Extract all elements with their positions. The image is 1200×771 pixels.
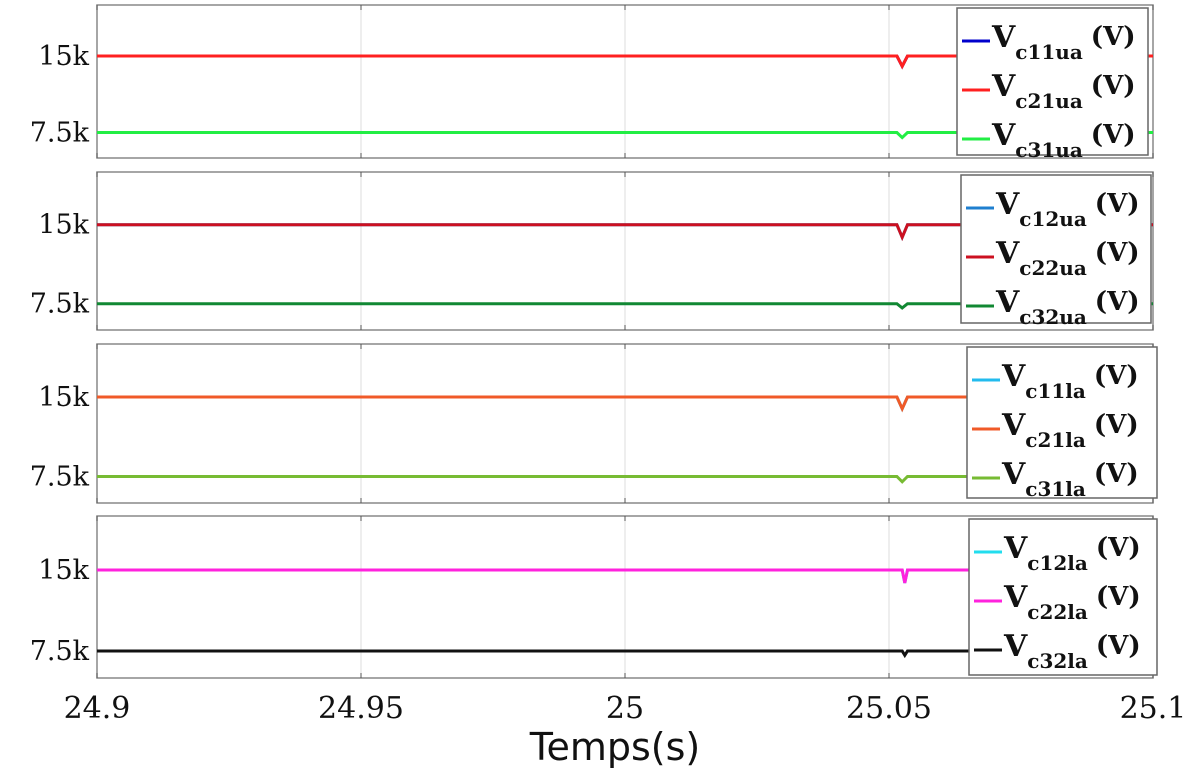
panel-4: 15k 7.5k Vc12la (V) Vc22la (V) Vc32la (V) <box>30 515 1158 679</box>
panel-1: 15k 7.5k Vc11ua (V) Vc21ua (V) Vc31ua (V) <box>30 4 1154 162</box>
y-tick-label: 7.5k <box>30 118 90 149</box>
legend-label: Vc11la (V) <box>1001 359 1139 403</box>
legend-label: Vc11ua (V) <box>991 20 1136 64</box>
legend-label: Vc12ua (V) <box>995 187 1140 231</box>
legend-label: Vc22la (V) <box>1003 580 1141 624</box>
x-tick-label: 24.9 <box>64 691 131 726</box>
legend-label: Vc31la (V) <box>1001 457 1139 501</box>
y-tick-label: 15k <box>38 382 89 413</box>
legend: Vc11ua (V) Vc21ua (V) Vc31ua (V) <box>956 7 1149 162</box>
y-tick-label: 7.5k <box>30 462 90 493</box>
legend-label: Vc32ua (V) <box>995 285 1140 329</box>
y-tick-label: 15k <box>38 41 89 72</box>
legend: Vc11la (V) Vc21la (V) Vc31la (V) <box>966 346 1158 501</box>
legend-label: Vc12la (V) <box>1003 531 1141 575</box>
x-axis-label: Temps(s) <box>529 725 701 769</box>
legend-label: Vc21ua (V) <box>991 69 1136 113</box>
legend-label: Vc22ua (V) <box>995 236 1140 280</box>
x-tick-label: 24.95 <box>318 691 404 726</box>
legend: Vc12la (V) Vc22la (V) Vc32la (V) <box>968 518 1158 676</box>
y-tick-label: 15k <box>38 555 89 586</box>
panel-3: 15k 7.5k Vc11la (V) Vc21la (V) Vc31la (V) <box>30 343 1158 504</box>
y-tick-label: 7.5k <box>30 289 90 320</box>
legend-box <box>956 7 1149 156</box>
legend-label: Vc21la (V) <box>1001 408 1139 452</box>
legend-label: Vc32la (V) <box>1003 629 1141 673</box>
y-tick-label: 15k <box>38 210 89 241</box>
y-tick-label: 7.5k <box>30 636 90 667</box>
legend-box <box>966 346 1158 499</box>
x-tick-label: 25.05 <box>846 691 932 726</box>
x-tick-label: 25 <box>606 691 644 726</box>
legend-box <box>960 174 1152 324</box>
x-tick-label: 25.1 <box>1120 691 1187 726</box>
legend: Vc12ua (V) Vc22ua (V) Vc32ua (V) <box>960 174 1152 329</box>
panel-2: 15k 7.5k Vc12ua (V) Vc22ua (V) Vc32ua (V) <box>30 171 1154 331</box>
legend-label: Vc31ua (V) <box>991 118 1136 162</box>
